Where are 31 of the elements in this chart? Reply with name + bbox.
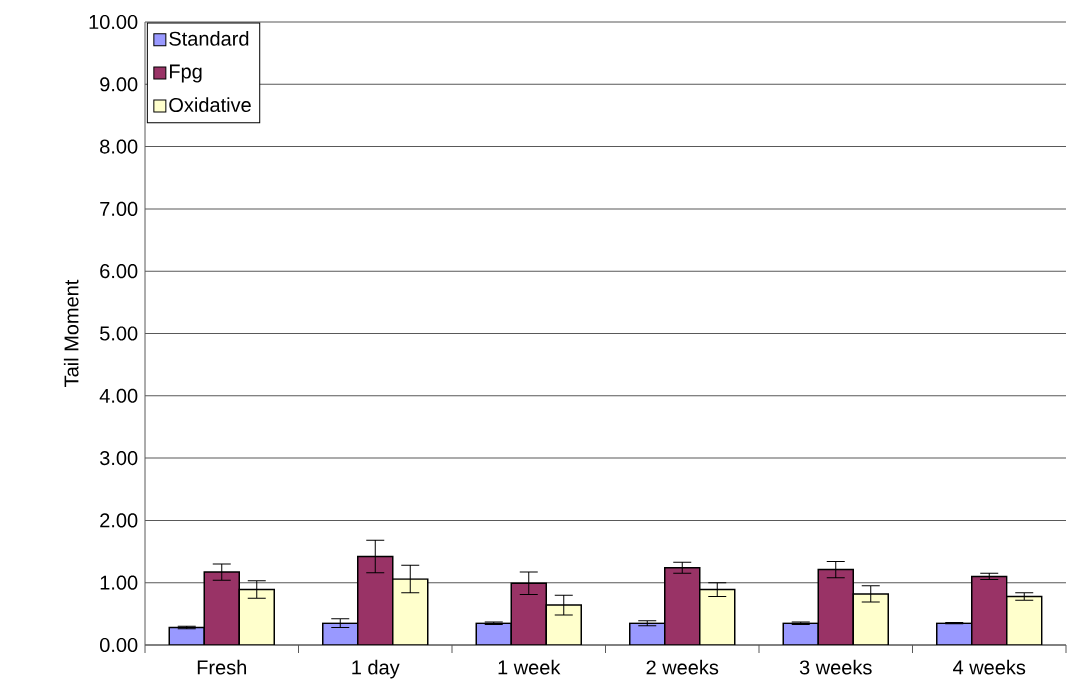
legend-label: Oxidative (169, 97, 251, 113)
y-tick-label: 0.00 (100, 637, 138, 653)
y-tick-label: 6.00 (100, 264, 138, 279)
bar (239, 589, 275, 645)
y-axis-title: Tail Moment (63, 279, 79, 387)
x-tick-label: Fresh (197, 659, 247, 675)
legend-label: Standard (169, 31, 249, 46)
bar (511, 583, 547, 645)
y-tick-label: 3.00 (99, 451, 138, 466)
bar (971, 575, 1008, 645)
y-tick-label: 5.00 (100, 326, 138, 341)
y-tick-label: 7.00 (100, 201, 138, 216)
bar (699, 589, 735, 645)
y-tick-label: 9.00 (100, 77, 138, 92)
bar (818, 569, 854, 645)
y-tick-label: 1.00 (100, 575, 138, 590)
bar (664, 567, 700, 645)
x-tick-label: 1 week (498, 659, 561, 675)
bar (204, 572, 240, 645)
x-tick-label: 3 weeks (799, 659, 872, 675)
y-tick-label: 10.00 (89, 14, 138, 30)
x-tick-label: 1 day (352, 659, 400, 679)
x-tick-label: 2 weeks (646, 659, 719, 675)
y-tick-label: 2.00 (100, 513, 138, 528)
legend-label: Fpg (169, 64, 202, 83)
y-tick-label: 4.00 (99, 388, 138, 403)
bar (853, 593, 889, 645)
bar (392, 578, 428, 645)
x-tick-label: 4 weeks (953, 659, 1026, 675)
bar (357, 556, 393, 645)
y-tick-label: 8.00 (100, 139, 138, 154)
